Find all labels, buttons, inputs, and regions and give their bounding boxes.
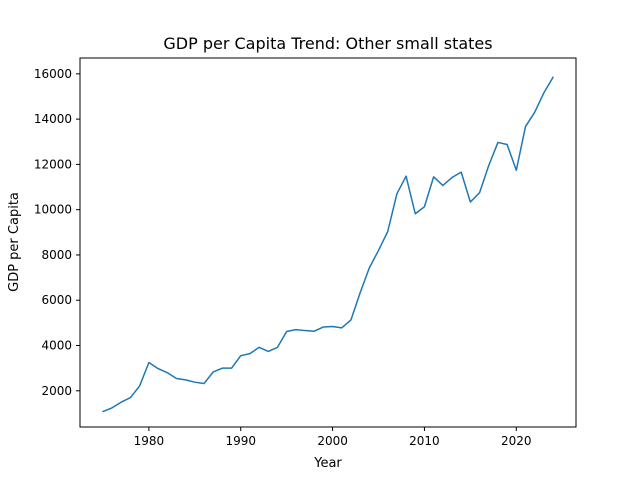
x-tick-label: 2010: [409, 434, 440, 448]
x-axis: 1980 1990 2000 2010 2020: [134, 427, 532, 448]
y-axis-label: GDP per Capita: [7, 192, 22, 292]
y-tick-label: 16000: [34, 67, 72, 81]
chart-title: GDP per Capita Trend: Other small states: [163, 34, 492, 53]
series-layer: [102, 76, 554, 413]
y-tick-label: 10000: [34, 203, 72, 217]
y-tick-label: 4000: [41, 339, 72, 353]
plot-frame: [79, 57, 577, 428]
x-tick-label: 2020: [501, 434, 532, 448]
x-tick-label: 1990: [225, 434, 256, 448]
y-tick-label: 12000: [34, 157, 72, 171]
series-line: [102, 76, 554, 413]
x-tick-label: 2000: [317, 434, 348, 448]
x-axis-label: Year: [313, 456, 342, 471]
y-axis: 2000 4000 6000 8000 10000 12000 14000 16000: [34, 67, 80, 398]
y-tick-label: 2000: [41, 384, 72, 398]
plot-area: [79, 57, 577, 428]
y-tick-label: 8000: [41, 248, 72, 262]
y-tick-label: 6000: [41, 293, 72, 307]
y-tick-label: 14000: [34, 112, 72, 126]
x-tick-label: 1980: [134, 434, 165, 448]
